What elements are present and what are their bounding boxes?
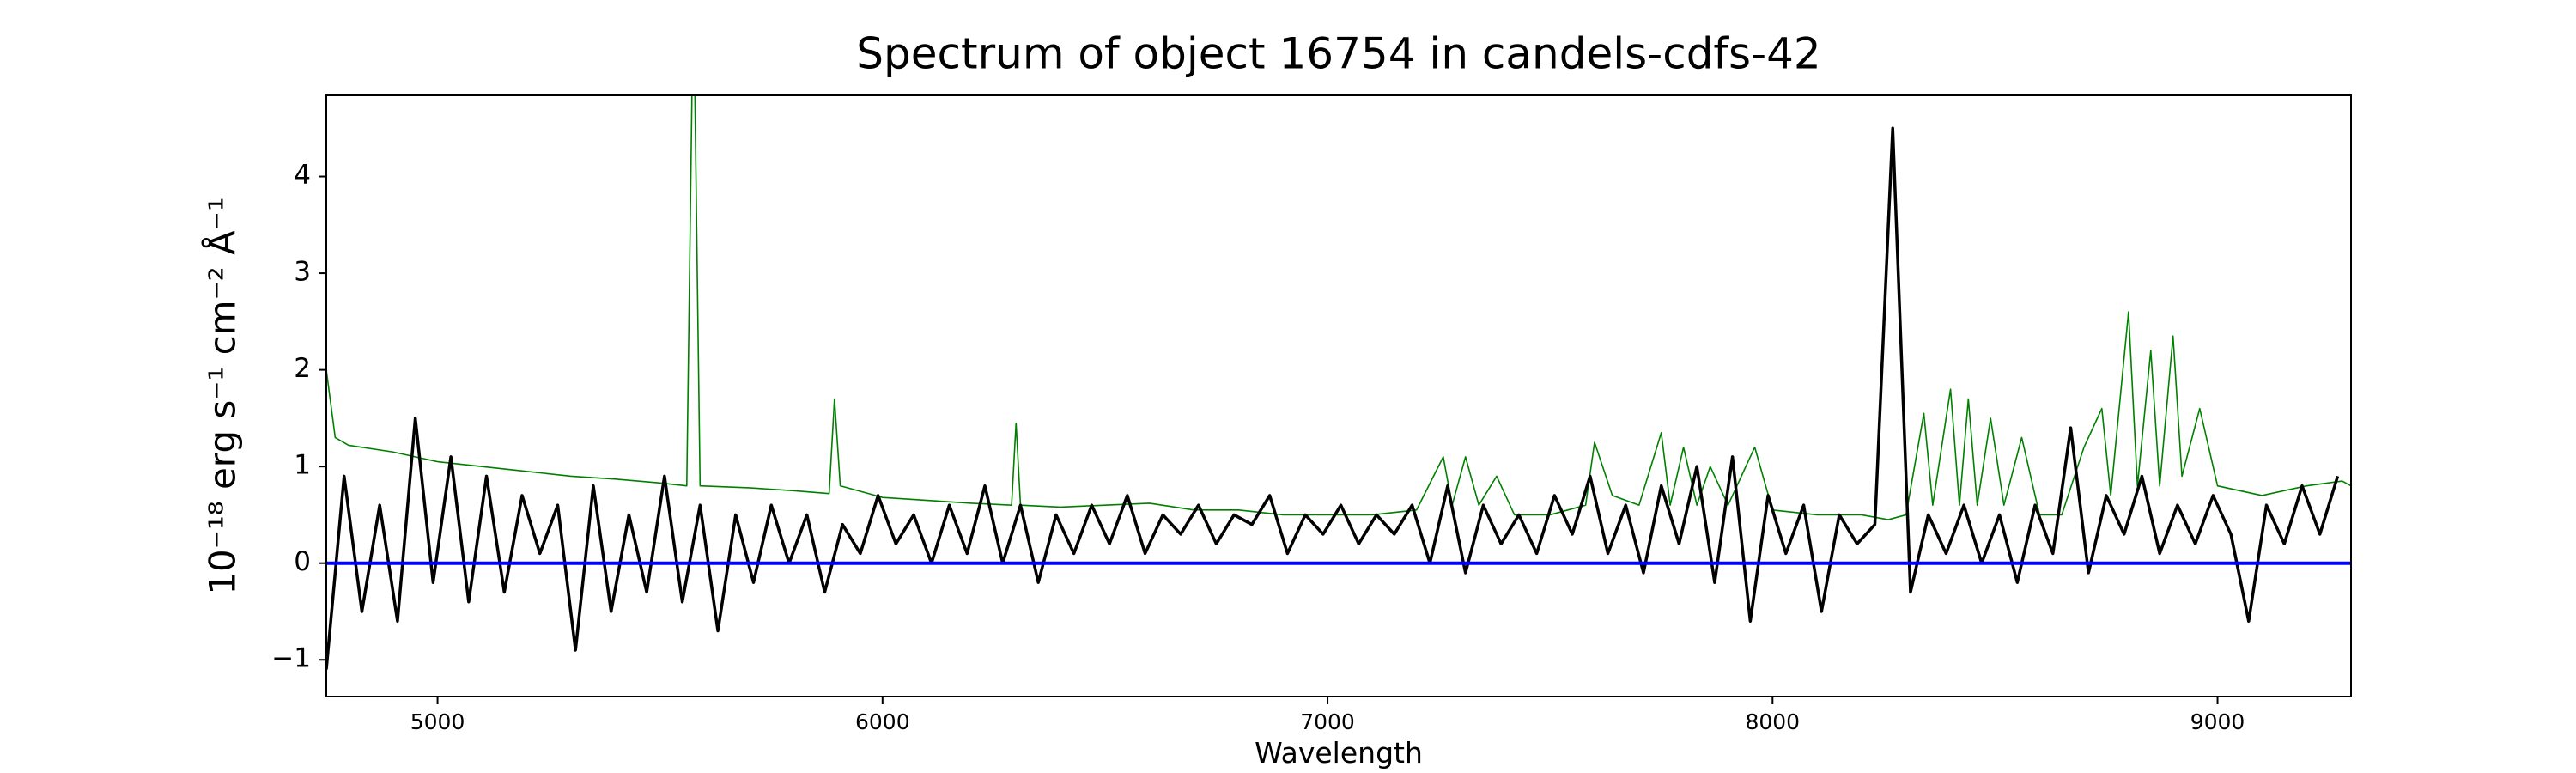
spectrum-line <box>326 95 2351 520</box>
y-tick-label: 3 <box>294 257 311 288</box>
y-tick-label: 4 <box>294 160 311 191</box>
x-tick-label: 8000 <box>1745 709 1800 734</box>
y-axis-label: 10⁻¹⁸ erg s⁻¹ cm⁻² Å⁻¹ <box>201 197 244 594</box>
x-tick-label: 5000 <box>410 709 465 734</box>
y-tick-label: 1 <box>294 450 311 481</box>
y-tick-label: 2 <box>294 353 311 384</box>
x-tick-label: 6000 <box>855 709 910 734</box>
chart-title: Spectrum of object 16754 in candels-cdfs… <box>856 29 1821 79</box>
plot-area <box>326 95 2351 670</box>
y-tick-label: 0 <box>294 546 311 577</box>
x-tick-label: 7000 <box>1300 709 1355 734</box>
spectrum-line <box>326 126 2340 670</box>
x-axis-label: Wavelength <box>1255 736 1423 770</box>
x-tick-label: 9000 <box>2190 709 2245 734</box>
y-tick-label: −1 <box>271 643 311 674</box>
plot-frame <box>325 94 2352 697</box>
